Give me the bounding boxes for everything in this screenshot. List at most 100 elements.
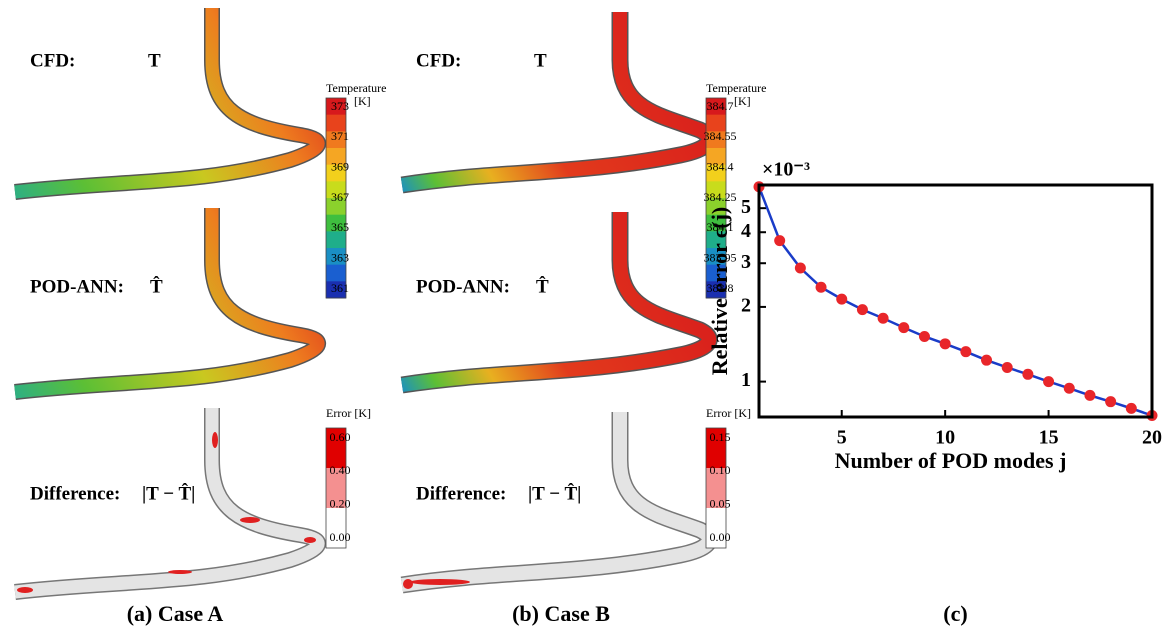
colorbar-segment [706,428,726,468]
colorbar-segment [706,114,726,132]
colorbar-segment [706,231,726,249]
cfd-label: CFD: [30,50,75,71]
colorbar-segment [706,198,726,216]
marker [939,338,951,350]
colorbar-segment [706,468,726,508]
cfd-symbol: T [148,50,161,71]
y-tick-label: 4 [741,220,751,242]
colorbar-frame [705,97,727,299]
pipe-b-pred [400,212,718,394]
colorbar-unit: [K] [354,94,371,108]
colorbar-segment [326,248,346,266]
marker [1001,361,1013,373]
colorbar-segment [706,164,726,182]
colorbar-segment [706,281,726,299]
colorbar-tick-label: 0.40 [330,463,351,477]
colorbar-tick-label: 384.4 [707,159,734,173]
cfd-label: CFD: [416,50,461,71]
colorbar-frame [325,427,347,549]
pipe-a-cfd [14,8,327,200]
colorbar-segment [326,214,346,232]
marker [1084,389,1096,401]
chart-caption: (c) [943,601,967,626]
colorbar-segment [706,214,726,232]
panel-caption: (b) Case B [512,601,610,626]
colorbar-title: Temperature [326,81,386,95]
colorbar-unit: [K] [734,94,751,108]
colorbar-title: Error [K] [326,406,371,420]
colorbar-tick-label: 384.55 [704,129,737,143]
colorbar-segment [326,468,346,508]
colorbar-segment [706,248,726,266]
colorbar-tick-label: 0.20 [330,496,351,510]
line [757,186,1153,417]
diff-symbol: |T − T̂| [528,483,581,504]
colorbar-tick-label: 369 [331,159,349,173]
colorbar-segment [326,181,346,199]
colorbar-tick-label: 383.95 [704,250,737,264]
marker [877,312,889,324]
colorbar-segment [326,264,346,282]
colorbar-tick-label: 373 [331,99,349,113]
x-tick-label: 20 [1142,427,1162,449]
colorbar-frame [325,97,347,299]
pipe-a-pred [14,208,327,400]
x-tick-label: 10 [935,427,955,449]
colorbar-title: Error [K] [706,406,751,420]
colorbar-segment [326,131,346,149]
colorbar-segment [706,264,726,282]
marker [918,330,930,342]
colorbar-tick-label: 0.15 [710,430,731,444]
marker [774,235,786,247]
y-tick-label: 5 [741,196,751,218]
colorbar-segment [326,114,346,132]
marker [1043,376,1055,388]
colorbar-tick-label: 0.60 [330,430,351,444]
pipe-a-diff [14,408,327,600]
x-tick-label: 15 [1039,427,1059,449]
colorbar-title: Temperature [706,81,766,95]
colorbar-tick-label: 384.1 [707,220,734,234]
diff-symbol: |T − T̂| [142,483,195,504]
pred-symbol: T̂ [150,276,163,297]
pred-label: POD-ANN: [30,276,124,297]
diff-label: Difference: [416,483,506,504]
y-multiplier: ×10⁻³ [762,159,810,181]
marker [981,354,993,366]
marker [898,322,910,334]
pred-label: POD-ANN: [416,276,510,297]
pipe-b-cfd [400,12,718,194]
x-tick-label: 5 [837,427,847,449]
colorbar-tick-label: 384.25 [704,190,737,204]
colorbar-segment [706,508,726,548]
x-axis-label: Number of POD modes j [835,448,1067,473]
y-tick-label: 2 [741,295,751,317]
colorbar-segment [326,198,346,216]
marker [1022,368,1034,380]
marker [960,346,972,358]
pipe-b-diff [400,412,718,594]
marker [836,293,848,305]
pred-symbol: T̂ [536,276,549,297]
colorbar-tick-label: 365 [331,220,349,234]
colorbar-segment [326,281,346,299]
colorbar-segment [706,131,726,149]
diff-label: Difference: [30,483,120,504]
marker [794,262,806,274]
colorbar-segment [706,148,726,166]
colorbar-segment [326,231,346,249]
panel-caption: (a) Case A [127,601,224,626]
marker [1063,382,1075,394]
marker [856,304,868,316]
y-axis-label: Relative error ϵ(j) [707,207,732,375]
colorbar-segment [326,164,346,182]
colorbar-tick-label: 383.8 [707,281,734,295]
colorbar-tick-label: 0.00 [710,530,731,544]
colorbar-segment [326,428,346,468]
colorbar-frame [705,427,727,549]
colorbar-segment [706,98,726,116]
colorbar-tick-label: 363 [331,250,349,264]
y-tick-label: 1 [741,369,751,391]
marker [815,281,827,293]
